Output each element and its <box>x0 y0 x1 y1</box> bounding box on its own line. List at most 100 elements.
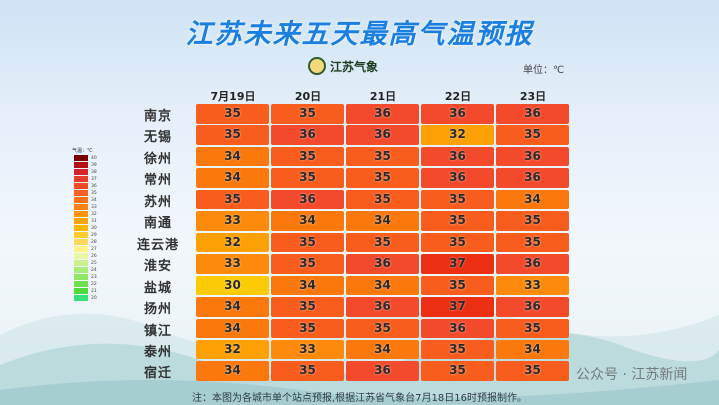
legend-swatch <box>74 295 88 302</box>
temperature-cell: 36 <box>421 318 494 338</box>
temperature-cell: 36 <box>496 146 569 167</box>
legend-swatch <box>74 253 88 260</box>
temperature-cell: 32 <box>196 339 269 360</box>
temperature-cell: 36 <box>346 104 419 124</box>
temperature-cell: 35 <box>271 168 344 188</box>
temperature-cell: 35 <box>196 104 269 124</box>
temperature-cell: 37 <box>421 254 494 274</box>
temperature-cell: 35 <box>346 189 419 210</box>
temperature-cell: 34 <box>346 339 419 360</box>
city-label: 镇江 <box>143 323 172 339</box>
temperature-cell: 33 <box>196 211 269 231</box>
city-label: 苏州 <box>143 194 172 210</box>
footnote: 注：本图为各城市单个站点预报,根据江苏省气象台7月18日16时预报制作。 <box>192 393 527 404</box>
temperature-cell: 35 <box>421 211 494 231</box>
watermark: 公众号 · 江苏新闻 <box>576 367 688 383</box>
temperature-cell: 34 <box>196 361 269 381</box>
legend-swatch <box>74 183 88 190</box>
temperature-cell: 36 <box>346 361 419 381</box>
temperature-cell: 35 <box>421 189 494 210</box>
temperature-cell: 36 <box>346 297 419 317</box>
legend-label: 27 <box>91 246 97 252</box>
legend-swatch <box>74 204 88 211</box>
temperature-cell: 36 <box>346 125 419 145</box>
legend-swatch <box>74 176 88 183</box>
unit-label: 单位：℃ <box>523 65 565 76</box>
legend-swatch <box>74 239 88 246</box>
temperature-cell: 35 <box>196 189 269 210</box>
temperature-cell: 34 <box>346 275 419 296</box>
temperature-cell: 35 <box>496 361 569 381</box>
legend-label: 35 <box>91 190 97 196</box>
page-title: 江苏未来五天最高气温预报 <box>185 19 534 50</box>
legend-swatch <box>74 232 88 239</box>
legend-label: 36 <box>91 183 97 189</box>
legend-swatch <box>74 211 88 218</box>
column-header: 7月19日 <box>210 90 256 103</box>
legend-label: 40 <box>91 155 97 161</box>
temperature-cell: 34 <box>346 211 419 231</box>
temperature-cell: 33 <box>196 254 269 274</box>
legend-swatch <box>74 218 88 225</box>
temperature-cell: 35 <box>196 125 269 145</box>
temperature-cell: 35 <box>421 275 494 296</box>
temperature-cell: 35 <box>421 232 494 253</box>
legend-label: 28 <box>91 239 97 245</box>
temperature-cell: 34 <box>196 318 269 338</box>
temperature-cell: 35 <box>421 339 494 360</box>
city-label: 连云港 <box>136 237 179 253</box>
city-label: 南京 <box>143 109 172 124</box>
temperature-cell: 34 <box>496 189 569 210</box>
legend-label: 39 <box>91 162 97 168</box>
legend-swatch <box>74 246 88 253</box>
temperature-cell: 35 <box>271 297 344 317</box>
temperature-cell: 36 <box>421 104 494 124</box>
temperature-cell: 30 <box>196 275 269 296</box>
legend-swatch <box>74 225 88 232</box>
legend-swatch <box>74 169 88 176</box>
legend-label: 33 <box>91 204 97 210</box>
temperature-cell: 35 <box>496 232 569 253</box>
column-header: 21日 <box>369 90 397 103</box>
temperature-cell: 35 <box>271 318 344 338</box>
temperature-cell: 32 <box>421 125 494 145</box>
temperature-cell: 34 <box>196 297 269 317</box>
city-label: 扬州 <box>143 302 172 318</box>
temperature-cell: 34 <box>271 275 344 296</box>
temperature-cell: 33 <box>496 275 569 296</box>
legend-label: 34 <box>91 197 97 203</box>
temperature-cell: 35 <box>271 104 344 124</box>
city-label: 徐州 <box>143 151 172 167</box>
city-label: 淮安 <box>143 259 172 275</box>
city-label: 常州 <box>143 173 172 189</box>
legend-label: 30 <box>91 225 97 231</box>
city-label: 盐城 <box>143 280 172 296</box>
temperature-cell: 35 <box>271 232 344 253</box>
temperature-cell: 36 <box>496 168 569 188</box>
city-label: 泰州 <box>143 344 172 360</box>
temperature-cell: 36 <box>496 254 569 274</box>
legend-label: 31 <box>91 218 97 224</box>
temperature-cell: 35 <box>271 146 344 167</box>
temperature-cell: 35 <box>346 318 419 338</box>
legend-swatch <box>74 155 88 162</box>
temperature-cell: 35 <box>271 254 344 274</box>
legend-swatch <box>74 190 88 197</box>
legend-label: 38 <box>91 169 97 175</box>
temperature-cell: 37 <box>421 297 494 317</box>
city-label: 南通 <box>143 216 172 232</box>
temperature-cell: 34 <box>271 211 344 231</box>
legend-swatch <box>74 274 88 281</box>
city-label: 无锡 <box>143 130 172 146</box>
legend-label: 29 <box>91 232 97 238</box>
jiangsu-weather-logo-icon <box>308 57 326 75</box>
column-header: 20日 <box>294 90 322 103</box>
legend-swatch <box>74 162 88 169</box>
logo-text: 江苏气象 <box>330 59 379 74</box>
temperature-cell: 36 <box>421 146 494 167</box>
temperature-cell: 36 <box>346 254 419 274</box>
legend-label: 22 <box>91 281 97 287</box>
temperature-cell: 36 <box>496 297 569 317</box>
temperature-cell: 36 <box>271 125 344 145</box>
logo: 江苏气象 <box>308 57 378 75</box>
